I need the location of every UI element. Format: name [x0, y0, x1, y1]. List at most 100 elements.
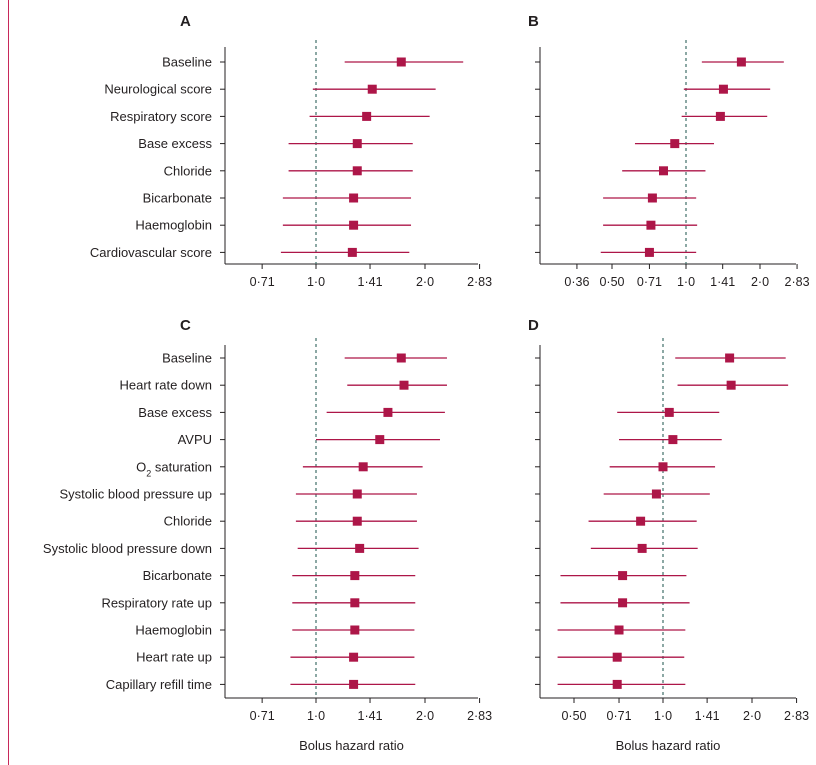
estimate-marker — [612, 652, 622, 662]
estimate-marker — [367, 84, 377, 94]
row-label: Haemoglobin — [135, 218, 212, 233]
x-tick-label: 0·71 — [250, 709, 275, 723]
row-label: Chloride — [164, 163, 212, 178]
estimate-marker — [612, 679, 622, 689]
panel-c: C 0·71 1·0 1·41 2·0 2·83 Bolus hazard ratio Bas… — [43, 317, 492, 753]
estimate-marker — [614, 625, 624, 635]
estimate-marker — [718, 84, 728, 94]
left-frame-rule — [8, 0, 9, 765]
estimate-marker — [726, 380, 736, 390]
x-tick-label: 2·0 — [416, 709, 434, 723]
estimate-marker — [658, 462, 668, 472]
estimate-marker — [725, 353, 735, 363]
estimate-marker — [670, 139, 680, 149]
x-tick-label: 0·36 — [564, 275, 589, 289]
panel-letter: B — [528, 13, 539, 30]
estimate-marker — [644, 247, 654, 257]
estimate-marker — [383, 407, 393, 417]
x-tick-label: 2·83 — [467, 275, 492, 289]
row-label: Baseline — [162, 351, 212, 366]
row-label: Base excess — [138, 405, 212, 420]
estimate-marker — [362, 111, 372, 121]
row-label: Chloride — [164, 514, 212, 529]
estimate-marker — [664, 407, 674, 417]
estimate-marker — [350, 625, 360, 635]
estimate-marker — [636, 516, 646, 526]
estimate-marker — [355, 543, 365, 553]
x-tick-label: 0·71 — [637, 275, 662, 289]
row-label: Baseline — [162, 55, 212, 70]
estimate-marker — [396, 57, 406, 67]
x-tick-label: 0·50 — [561, 709, 586, 723]
x-tick-label: 2·83 — [467, 709, 492, 723]
estimate-marker — [349, 220, 359, 230]
x-tick-label: 1·0 — [654, 709, 672, 723]
estimate-marker — [399, 380, 409, 390]
estimate-marker — [352, 516, 362, 526]
estimate-marker — [350, 598, 360, 608]
estimate-marker — [618, 598, 628, 608]
estimate-marker — [646, 220, 656, 230]
x-tick-label: 1·41 — [358, 709, 383, 723]
estimate-marker — [651, 489, 661, 499]
row-label: Cardiovascular score — [90, 245, 212, 260]
row-label: Capillary refill time — [106, 677, 212, 692]
x-tick-label: 1·41 — [358, 275, 383, 289]
x-tick-label: 2·0 — [751, 275, 769, 289]
estimate-marker — [715, 111, 725, 121]
row-label: Bicarbonate — [143, 191, 212, 206]
x-tick-label: 0·71 — [250, 275, 275, 289]
estimate-marker — [396, 353, 406, 363]
estimate-marker — [637, 543, 647, 553]
row-label: AVPU — [178, 432, 212, 447]
row-label: Respiratory score — [110, 109, 212, 124]
panel-letter: A — [180, 13, 191, 30]
estimate-marker — [668, 435, 678, 445]
row-label: Neurological score — [104, 82, 212, 97]
estimate-marker — [736, 57, 746, 67]
subscript-2: 2 — [146, 468, 151, 478]
row-label: Systolic blood pressure down — [43, 541, 212, 556]
x-tick-label: 0·71 — [607, 709, 632, 723]
x-tick-label: 1·0 — [677, 275, 695, 289]
panel-a: A 0·71 1·0 1·41 2·0 2·83 Baseline Neurological … — [90, 13, 492, 289]
x-axis-title: Bolus hazard ratio — [299, 738, 404, 753]
estimate-marker — [618, 571, 628, 581]
estimate-marker — [352, 489, 362, 499]
panel-letter: C — [180, 317, 191, 334]
estimate-marker — [349, 193, 359, 203]
row-label: Base excess — [138, 136, 212, 151]
row-label: Heart rate down — [120, 378, 213, 393]
x-tick-label: 2·0 — [743, 709, 761, 723]
estimate-marker — [349, 679, 359, 689]
row-label: Systolic blood pressure up — [60, 487, 212, 502]
estimate-marker — [647, 193, 657, 203]
estimate-marker — [350, 571, 360, 581]
estimate-marker — [358, 462, 368, 472]
panel-d: D 0·50 0·71 1·0 1·41 2·0 2·83 Bolus hazard rati… — [528, 317, 809, 753]
row-label: O2 saturation — [136, 459, 212, 478]
row-label: Respiratory rate up — [101, 595, 212, 610]
panel-b: B 0·36 0·50 0·71 1·0 1·41 2·0 2·83 — [528, 13, 810, 289]
x-tick-label: 2·83 — [785, 275, 810, 289]
estimate-marker — [349, 652, 359, 662]
estimate-marker — [375, 435, 385, 445]
x-tick-label: 1·0 — [307, 709, 325, 723]
x-tick-label: 1·41 — [710, 275, 735, 289]
row-label: Bicarbonate — [143, 568, 212, 583]
x-tick-label: 0·50 — [599, 275, 624, 289]
estimate-marker — [352, 139, 362, 149]
row-label: Heart rate up — [136, 650, 212, 665]
row-label: Haemoglobin — [135, 623, 212, 638]
x-tick-label: 2·83 — [784, 709, 809, 723]
x-axis-title: Bolus hazard ratio — [616, 738, 721, 753]
x-tick-label: 1·0 — [307, 275, 325, 289]
x-tick-label: 2·0 — [416, 275, 434, 289]
estimate-marker — [347, 247, 357, 257]
x-tick-label: 1·41 — [695, 709, 720, 723]
estimate-marker — [352, 166, 362, 176]
estimate-marker — [659, 166, 669, 176]
panel-letter: D — [528, 317, 539, 334]
